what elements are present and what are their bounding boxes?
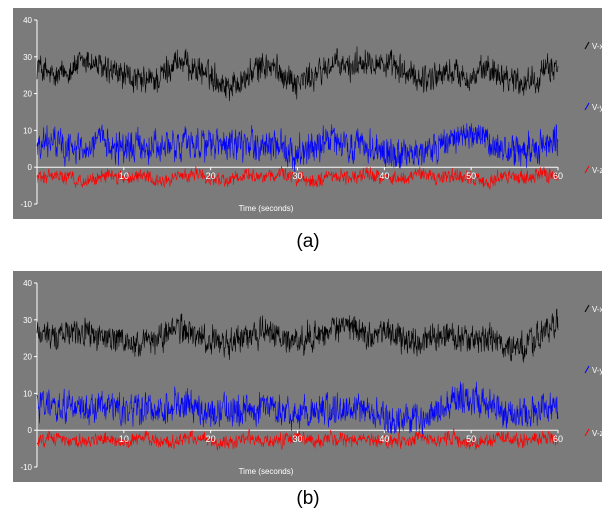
line-chart-a: -10 0 10 20 30 40 10 20 30 40 50 60 Time (seconds) V-… [20,16,602,213]
y-tick-label: -10 [20,463,32,472]
legend-swatch-v-z [584,165,590,174]
legend-swatch-v-y [584,365,590,374]
y-tick-label: -10 [20,200,32,209]
legend-swatch-v-x [584,41,590,50]
series-line-v-z [36,427,559,451]
caption-a: (a) [296,231,320,252]
x-tick-label: 20 [206,434,216,444]
x-tick-label: 60 [553,171,563,181]
line-chart-b: -10 0 10 20 30 40 10 20 30 40 50 60 Time (seconds) V-… [20,279,602,476]
x-tick-label: 40 [379,171,389,181]
legend-label-v-z: V-z [592,429,602,438]
y-tick-label: 0 [28,163,33,172]
series-line-v-x [36,46,559,102]
legend-label-v-x: V-x [592,305,602,314]
y-tick-label: 30 [23,53,32,62]
y-tick-label: 10 [23,126,32,135]
x-tick-label: 30 [292,434,302,444]
y-tick-label: 40 [23,16,32,25]
x-tick-label: 50 [466,171,476,181]
series-line-v-y [36,123,559,172]
series-line-v-y [36,381,559,438]
y-tick-label: 10 [23,389,32,398]
x-tick-label: 30 [292,171,302,181]
x-tick-label: 50 [466,434,476,444]
series-line-v-z [36,165,559,190]
y-tick-label: 40 [23,279,32,288]
chart-panel-b: -10 0 10 20 30 40 10 20 30 40 50 60 Time (seconds) V-… [13,271,602,482]
y-tick-label: 30 [23,316,32,325]
caption-b: (b) [296,488,320,509]
y-tick-label: 0 [28,426,33,435]
y-tick-label: 20 [23,90,32,99]
y-tick-label: 20 [23,353,32,362]
x-tick-label: 10 [119,171,129,181]
legend-swatch-v-y [584,102,590,111]
x-tick-label: 40 [379,434,389,444]
legend-label-v-z: V-z [592,166,602,175]
x-tick-label: 60 [553,434,563,444]
x-axis-label: Time (seconds) [239,204,294,213]
x-tick-label: 20 [206,171,216,181]
chart-panel-a: -10 0 10 20 30 40 10 20 30 40 50 60 Time (seconds) V-… [13,8,602,219]
legend-swatch-v-x [584,304,590,313]
legend-label-v-x: V-x [592,42,602,51]
legend-label-v-y: V-y [592,366,602,375]
x-axis-label: Time (seconds) [239,467,294,476]
series-line-v-x [36,308,559,363]
x-tick-label: 10 [119,434,129,444]
legend-swatch-v-z [584,428,590,437]
legend-label-v-y: V-y [592,103,602,112]
